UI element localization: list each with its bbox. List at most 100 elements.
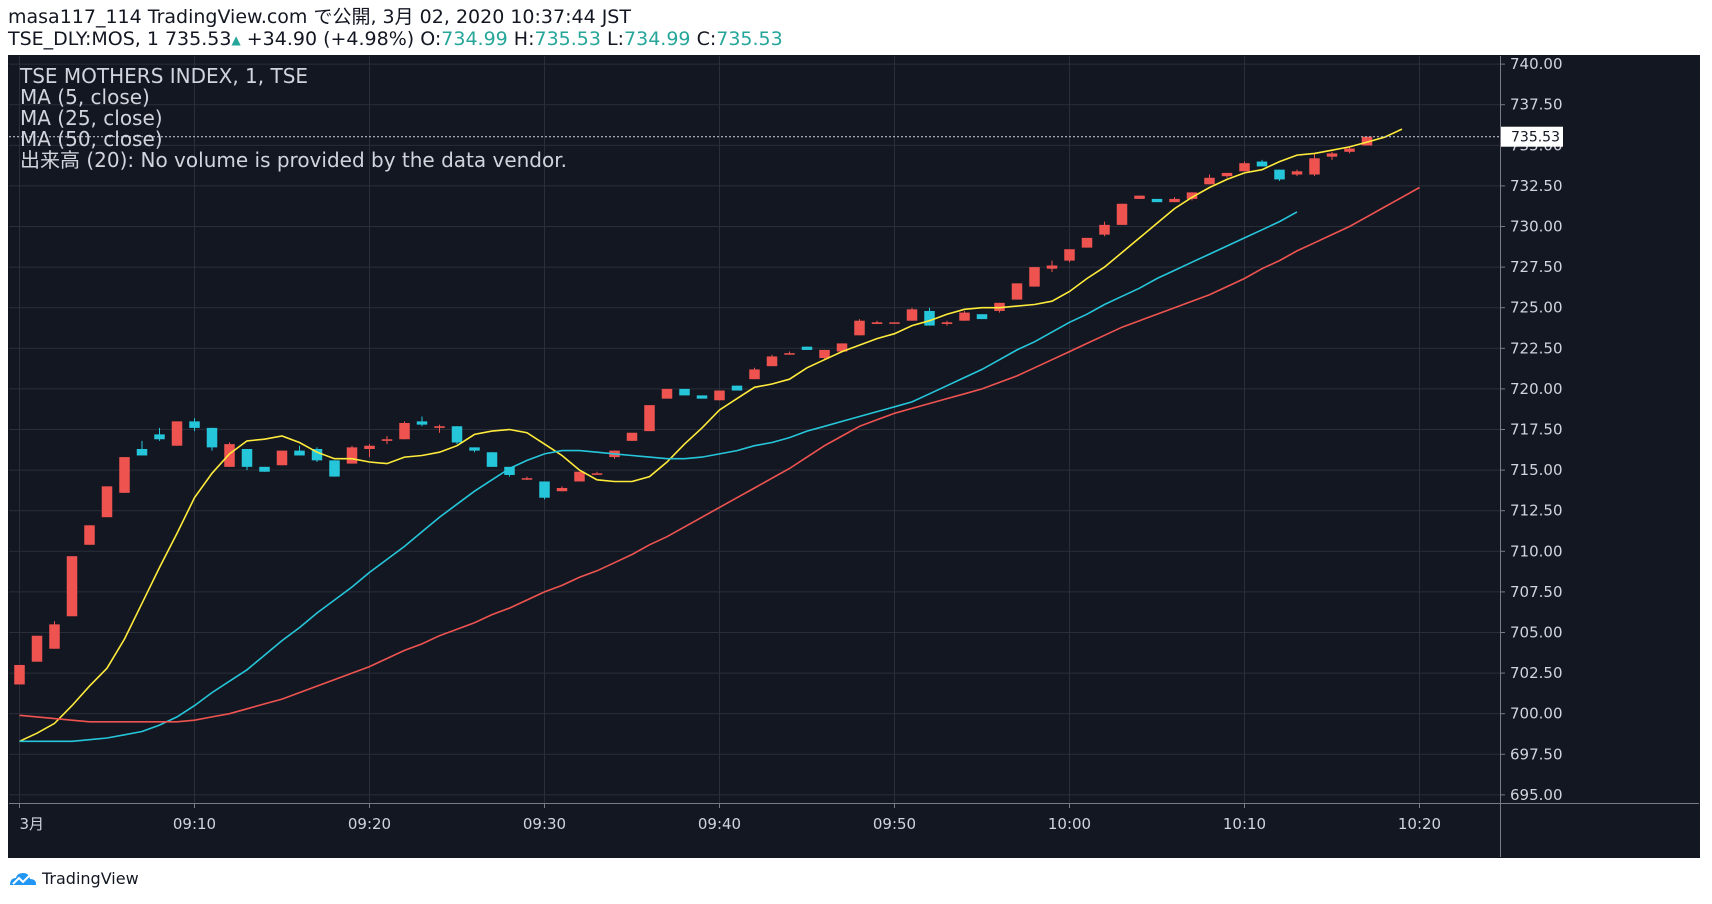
y-tick-label: 730.00 — [1510, 218, 1563, 236]
candle-body — [1116, 203, 1128, 225]
candle-body — [1134, 195, 1145, 199]
candle-body — [136, 448, 148, 456]
candle-body — [574, 471, 585, 482]
close-value: 735.53 — [716, 28, 783, 50]
y-tick-label: 727.50 — [1510, 258, 1563, 276]
candle-body — [224, 444, 235, 467]
candle-body — [994, 302, 1005, 311]
chart-area[interactable]: 695.00 697.50 700.00 702.50 705.00 707.50 710.… — [8, 55, 1700, 858]
candle-body — [521, 478, 533, 480]
candle-body — [49, 624, 60, 649]
candle-body — [836, 343, 848, 352]
candle-body — [1064, 249, 1075, 261]
candle-body — [451, 426, 463, 443]
candle-body — [906, 309, 918, 321]
chart-header: masa117_114 TradingView.com で公開, 3月 02, … — [8, 6, 783, 50]
low-value: 734.99 — [624, 28, 697, 50]
candle-body — [889, 322, 900, 324]
x-tick-label: 09:40 — [698, 815, 741, 833]
candle-body — [1326, 153, 1338, 157]
candle-body — [1151, 198, 1163, 203]
candle-body — [399, 423, 410, 440]
y-tick-label: 702.50 — [1510, 664, 1563, 682]
candle-body — [364, 445, 375, 449]
candle-body — [661, 388, 673, 399]
ma-line-50 — [19, 186, 1420, 723]
candle-body — [346, 447, 358, 464]
open-value: 734.99 — [441, 28, 514, 50]
candle-body — [311, 448, 323, 461]
candle-body — [801, 346, 813, 350]
candle-body — [591, 473, 603, 475]
candle-body — [1011, 283, 1023, 300]
candle-body — [696, 395, 708, 399]
candle-body — [259, 466, 270, 472]
last-price-label: 735.53 — [1511, 130, 1560, 146]
candle-body — [1081, 237, 1093, 248]
candle-body — [469, 447, 480, 451]
last-price-badge — [1501, 126, 1563, 147]
candle-body — [644, 405, 655, 432]
candle-body — [1221, 172, 1233, 177]
candle-body — [1186, 192, 1198, 199]
symbol-label: TSE_DLY:MOS, 1 735.53 — [8, 28, 232, 50]
candle-body — [766, 356, 778, 367]
candle-body — [941, 322, 953, 324]
ma-line-5 — [19, 128, 1403, 743]
y-tick-label: 712.50 — [1510, 502, 1563, 520]
candle-body — [14, 664, 25, 685]
candle-body — [1291, 171, 1303, 175]
candle-body — [189, 421, 200, 428]
candle-body — [1046, 265, 1058, 269]
candle-body — [416, 421, 428, 425]
candle-body — [241, 448, 253, 467]
candle-body — [1274, 169, 1285, 180]
brand-label: TradingView — [42, 869, 139, 888]
publish-info: masa117_114 TradingView.com で公開, 3月 02, … — [8, 6, 631, 28]
y-tick-label: 725.00 — [1510, 299, 1563, 317]
candle-body — [276, 450, 288, 466]
high-label: H: — [513, 28, 535, 50]
y-tick-label: 707.50 — [1510, 583, 1563, 601]
price-chart[interactable]: 695.00 697.50 700.00 702.50 705.00 707.50 710.… — [9, 56, 1700, 858]
candle-body — [434, 426, 445, 428]
close-label: C: — [696, 28, 717, 50]
y-tick-label: 717.50 — [1510, 421, 1563, 439]
candle-body — [381, 439, 393, 441]
y-tick-label: 737.50 — [1510, 96, 1563, 114]
ohlc-line: TSE_DLY:MOS, 1 735.53▲ +34.90 (+4.98%) O… — [8, 28, 783, 50]
candle-body — [486, 452, 498, 467]
x-tick-label: 10:20 — [1398, 815, 1441, 833]
open-label: O: — [420, 28, 442, 50]
y-tick-label: 700.00 — [1510, 705, 1563, 723]
y-tick-label: 732.50 — [1510, 177, 1563, 195]
candle-body — [1169, 198, 1180, 203]
x-tick-label: 09:30 — [523, 815, 566, 833]
candle-body — [959, 312, 970, 321]
price-change: +34.90 (+4.98%) — [240, 28, 421, 50]
candle-body — [784, 353, 795, 355]
candle-body — [31, 635, 43, 662]
up-arrow-icon: ▲ — [231, 33, 241, 47]
candle-body — [871, 322, 883, 324]
candle-body — [84, 525, 95, 545]
candle-body — [539, 481, 550, 498]
high-value: 735.53 — [534, 28, 608, 50]
candle-body — [1344, 148, 1355, 152]
candle-body — [1239, 163, 1250, 172]
candle-body — [976, 314, 988, 320]
candle-body — [171, 421, 183, 446]
candle-body — [119, 457, 130, 493]
candle-body — [1204, 177, 1215, 185]
x-tick-label: 09:50 — [873, 815, 916, 833]
candle-body — [679, 388, 690, 396]
candle-body — [556, 487, 568, 492]
candle-body — [504, 466, 515, 475]
y-tick-label: 695.00 — [1510, 786, 1563, 804]
candle-body — [101, 486, 113, 518]
x-tick-label: 3月 — [20, 815, 45, 833]
footer: TradingView — [8, 869, 139, 888]
x-tick-label: 10:00 — [1048, 815, 1091, 833]
chart-background — [9, 56, 1699, 857]
candle-body — [854, 320, 865, 336]
